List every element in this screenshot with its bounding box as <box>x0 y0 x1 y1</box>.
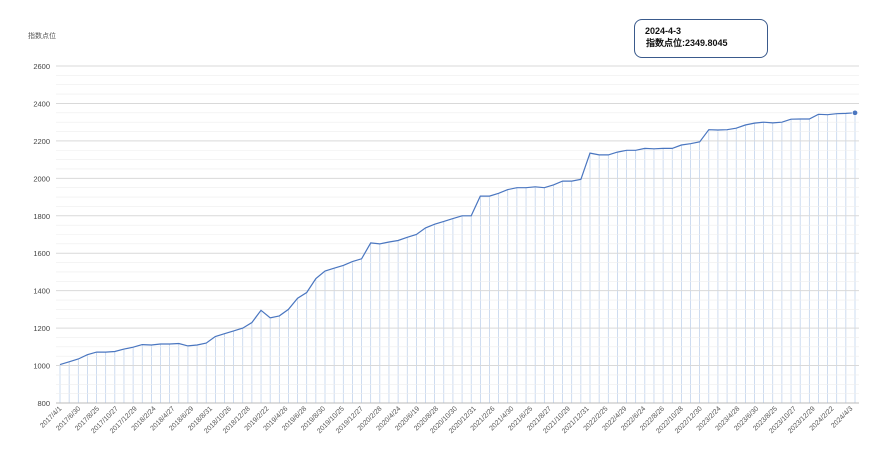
series-line <box>59 112 856 366</box>
y-axis-unit-label: 指数点位 <box>28 33 56 40</box>
y-tick-label: 2000 <box>33 174 50 183</box>
y-tick-label: 2200 <box>33 137 50 146</box>
y-tick-label: 1200 <box>33 324 50 333</box>
highlight-point-marker[interactable] <box>851 109 859 117</box>
series-points <box>851 109 859 117</box>
horizontal-grid <box>56 65 859 404</box>
y-tick-label: 1000 <box>33 362 50 371</box>
y-tick-label: 1600 <box>33 249 50 258</box>
vertical-grid <box>59 112 856 403</box>
y-tick-label: 800 <box>37 399 50 408</box>
y-tick-label: 1400 <box>33 287 50 296</box>
y-tick-labels: 800 1000 1200 1400 1600 1800 2000 2200 2400 2600 <box>33 62 50 408</box>
x-tick-labels: 2017/4/12017/6/302017/8/252017/10/272017… <box>39 405 854 435</box>
tooltip-date: 2024-4-3 <box>645 26 682 36</box>
tooltip-value: 指数点位:2349.8045 <box>646 38 728 48</box>
y-tick-label: 1800 <box>33 212 50 221</box>
y-tick-label: 2600 <box>33 62 50 71</box>
data-tooltip: 2024-4-3 指数点位:2349.8045 <box>634 19 768 58</box>
y-tick-label: 2400 <box>33 99 50 108</box>
